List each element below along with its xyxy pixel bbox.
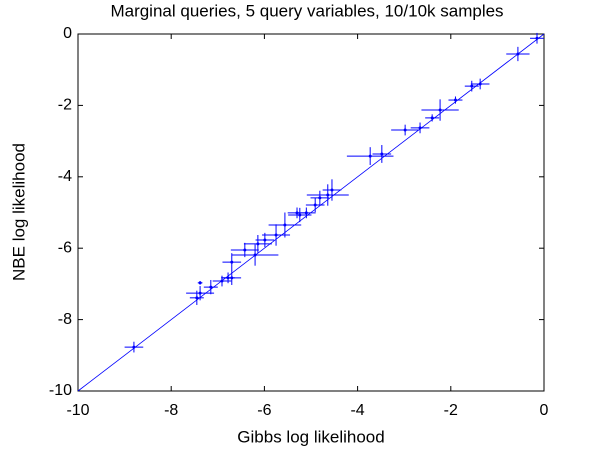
point [438, 108, 442, 112]
x-tick-label: -6 [257, 402, 271, 419]
plot-frame [77, 33, 545, 392]
point [283, 223, 287, 227]
point [470, 84, 474, 88]
point [453, 98, 457, 102]
point [326, 193, 330, 197]
y-tick-label: -4 [58, 168, 72, 185]
point [478, 82, 482, 86]
point [195, 296, 199, 300]
y-tick-label: -10 [49, 382, 72, 399]
point [230, 260, 234, 264]
point [330, 188, 334, 192]
y-tick-label: -2 [58, 97, 72, 114]
y-axis-label: NBE log likelihood [9, 143, 28, 281]
x-tick-label: -4 [350, 402, 364, 419]
point [403, 128, 407, 132]
x-tick-label: -10 [66, 402, 89, 419]
x-tick-label: 0 [540, 402, 549, 419]
point [298, 213, 302, 217]
point [368, 154, 372, 158]
point [313, 203, 317, 207]
point [256, 242, 260, 246]
point [295, 211, 299, 215]
point [230, 276, 234, 280]
point [132, 345, 136, 349]
point [318, 196, 322, 200]
point [209, 285, 213, 289]
x-tick-label: -8 [164, 402, 178, 419]
chart-title: Marginal queries, 5 query variables, 10/… [110, 1, 503, 20]
point [380, 152, 384, 156]
point [274, 233, 278, 237]
point [220, 279, 224, 283]
x-axis-label: Gibbs log likelihood [237, 427, 384, 446]
y-tick-label: 0 [63, 25, 72, 42]
y-tick-label: -8 [58, 311, 72, 328]
point [430, 116, 434, 120]
point [263, 238, 267, 242]
point [253, 253, 257, 257]
y-tick-label: -6 [58, 239, 72, 256]
x-tick-label: -2 [444, 402, 458, 419]
point [418, 126, 422, 130]
point [535, 36, 539, 40]
point [198, 291, 202, 295]
point [516, 52, 520, 56]
point [243, 248, 247, 252]
point [198, 281, 202, 285]
